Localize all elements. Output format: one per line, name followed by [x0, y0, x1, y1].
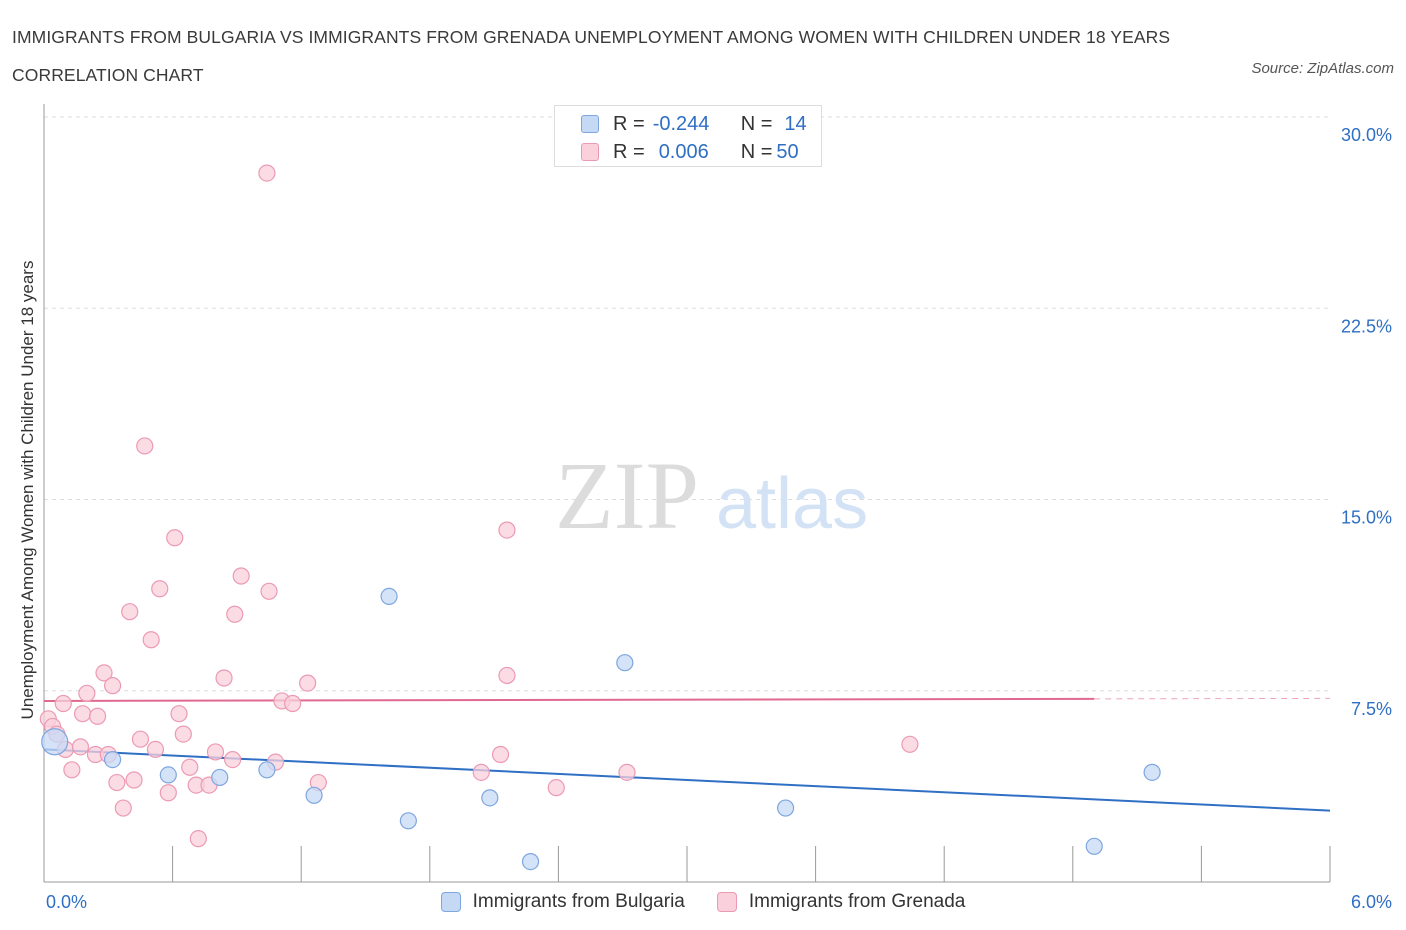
- watermark: ZIP atlas: [555, 442, 868, 549]
- point-grenada: [547, 779, 565, 797]
- point-bulgaria: [211, 768, 229, 787]
- point-bulgaria: [1143, 763, 1161, 781]
- point-grenada: [54, 694, 72, 713]
- point-grenada: [88, 707, 107, 725]
- point-grenada: [181, 758, 199, 776]
- point-grenada: [472, 763, 490, 781]
- x-tick-label: 6.0%: [1351, 892, 1392, 912]
- point-grenada: [73, 705, 92, 723]
- point-bulgaria: [258, 761, 276, 779]
- legend-r-value: 0.006: [658, 140, 709, 163]
- point-grenada: [146, 740, 165, 759]
- legend-r-value: -0.244: [652, 112, 710, 135]
- legend-n-label: N =: [740, 140, 773, 163]
- point-grenada: [103, 677, 122, 695]
- legend-swatch-grenada: [716, 892, 737, 912]
- point-grenada: [136, 437, 154, 455]
- y-tick-label: 15.0%: [1341, 508, 1392, 528]
- legend-n-value: 14: [784, 112, 807, 135]
- source-credit: Source: ZipAtlas.com: [1251, 60, 1394, 77]
- legend-label-bulgaria: Immigrants from Bulgaria: [472, 891, 685, 912]
- point-grenada: [170, 705, 188, 723]
- point-bulgaria: [399, 812, 417, 830]
- point-grenada: [258, 164, 276, 182]
- trend-line-bulgaria: [43, 748, 1331, 812]
- series-legend: Immigrants from Bulgaria Immigrants from…: [0, 889, 1406, 915]
- point-grenada: [151, 580, 169, 598]
- point-grenada: [260, 582, 278, 600]
- point-bulgaria: [616, 654, 634, 672]
- legend-swatch-grenada: [581, 143, 599, 161]
- point-grenada: [206, 743, 225, 761]
- point-grenada: [95, 664, 113, 682]
- legend-n-label: N =: [740, 112, 773, 135]
- legend-item-bulgaria[interactable]: Immigrants from Bulgaria: [440, 891, 685, 913]
- point-bulgaria: [159, 766, 177, 784]
- point-grenada: [108, 773, 126, 792]
- x-tick-label: 0.0%: [46, 892, 87, 912]
- gridlines: [44, 116, 1330, 692]
- watermark-zip: ZIP: [555, 442, 699, 549]
- point-grenada: [166, 529, 184, 547]
- axes: [43, 104, 1331, 883]
- point-bulgaria: [776, 799, 795, 817]
- point-bulgaria: [481, 789, 499, 807]
- point-grenada: [174, 725, 192, 743]
- trend-line-grenada: [43, 697, 1095, 702]
- legend-row-grenada: R = 0.006 N = 50: [581, 139, 799, 165]
- point-grenada: [78, 684, 96, 702]
- point-grenada: [121, 603, 139, 621]
- legend-swatch-bulgaria: [581, 115, 599, 133]
- point-grenada: [232, 567, 250, 585]
- point-bulgaria: [103, 750, 122, 769]
- legend-item-grenada[interactable]: Immigrants from Grenada: [716, 891, 966, 913]
- point-grenada: [226, 605, 244, 623]
- stats-legend: R = -0.244 N = 14 R = 0.006 N = 50: [554, 105, 822, 167]
- point-grenada: [131, 730, 150, 748]
- point-grenada: [618, 763, 636, 781]
- legend-label-grenada: Immigrants from Grenada: [748, 891, 966, 912]
- point-grenada: [215, 669, 233, 687]
- watermark-atlas: atlas: [716, 464, 868, 544]
- point-grenada: [284, 694, 302, 713]
- data-points: [39, 164, 1161, 871]
- point-grenada: [189, 830, 207, 848]
- point-grenada: [498, 521, 516, 539]
- point-grenada: [299, 674, 317, 692]
- tick-labels: 7.5% 15.0% 22.5% 30.0% 0.0% 6.0%: [46, 125, 1392, 912]
- point-bulgaria: [1085, 837, 1103, 855]
- point-grenada: [71, 738, 90, 756]
- point-grenada: [125, 771, 143, 789]
- y-tick-label: 30.0%: [1341, 125, 1392, 145]
- point-grenada: [159, 784, 177, 802]
- point-grenada: [142, 631, 160, 649]
- chart-title: IMMIGRANTS FROM BULGARIA VS IMMIGRANTS F…: [12, 27, 1171, 85]
- y-tick-label: 7.5%: [1351, 699, 1392, 719]
- point-grenada: [491, 745, 510, 764]
- point-bulgaria: [41, 728, 69, 756]
- legend-row-bulgaria: R = -0.244 N = 14: [581, 111, 807, 137]
- legend-r-label: R =: [613, 140, 645, 163]
- point-grenada: [498, 666, 516, 685]
- legend-n-value: 50: [776, 140, 799, 163]
- legend-swatch-bulgaria: [440, 892, 461, 912]
- trend-lines: [43, 697, 1331, 812]
- legend-r-label: R =: [613, 112, 645, 135]
- point-grenada: [224, 750, 242, 769]
- point-grenada: [114, 799, 132, 817]
- point-grenada: [901, 735, 919, 753]
- point-bulgaria: [521, 852, 540, 871]
- point-bulgaria: [305, 786, 323, 804]
- point-bulgaria: [380, 587, 398, 606]
- point-grenada: [63, 761, 81, 779]
- y-tick-label: 22.5%: [1341, 316, 1392, 336]
